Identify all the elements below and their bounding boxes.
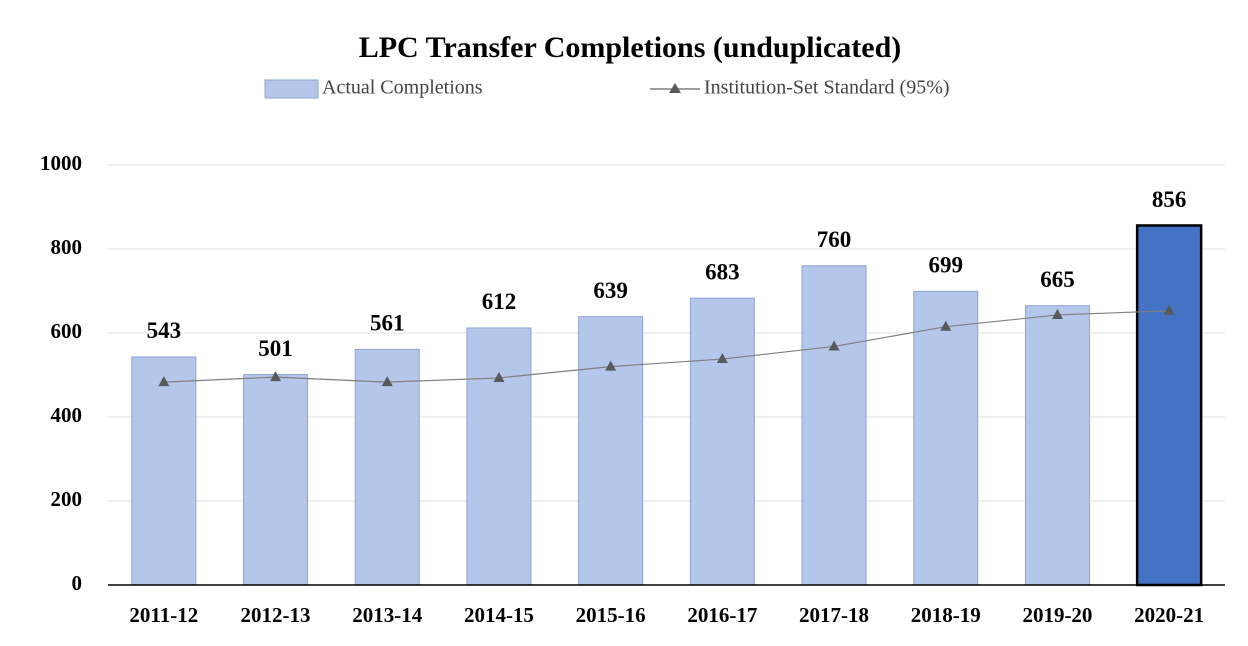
line-marker — [1051, 308, 1063, 319]
bar — [578, 316, 644, 586]
bar — [131, 356, 197, 586]
line-marker — [270, 371, 282, 382]
line-marker — [1163, 304, 1175, 315]
x-tick-label: 2015-16 — [576, 603, 646, 627]
y-tick-label: 600 — [51, 319, 83, 343]
bar — [1024, 305, 1090, 586]
line-marker — [158, 376, 170, 387]
chart-title: LPC Transfer Completions (unduplicated) — [359, 31, 902, 64]
legend-marker — [669, 83, 681, 93]
x-tick-label: 2013-14 — [352, 603, 422, 627]
data-label: 760 — [817, 227, 852, 252]
bar — [466, 327, 532, 586]
line-marker — [828, 340, 840, 351]
bar — [1135, 224, 1203, 587]
legend-swatch — [264, 79, 319, 99]
x-tick-label: 2014-15 — [464, 603, 534, 627]
y-tick-label: 800 — [51, 235, 83, 259]
y-tick-label: 1000 — [40, 151, 82, 175]
x-tick-label: 2016-17 — [687, 603, 757, 627]
line-marker — [716, 353, 728, 364]
y-tick-label: 200 — [51, 487, 83, 511]
y-tick-label: 0 — [72, 571, 83, 595]
bar — [913, 290, 979, 586]
x-tick-label: 2019-20 — [1022, 603, 1092, 627]
legend-label: Actual Completions — [322, 77, 483, 99]
line-marker — [940, 320, 952, 331]
x-tick-label: 2017-18 — [799, 603, 869, 627]
data-label: 543 — [147, 318, 182, 343]
data-label: 683 — [705, 259, 740, 284]
data-label: 639 — [593, 278, 628, 303]
data-label: 501 — [258, 336, 293, 361]
data-label: 856 — [1152, 187, 1187, 212]
bar — [689, 297, 755, 586]
line — [163, 310, 1170, 383]
y-tick-label: 400 — [51, 403, 83, 427]
data-label: 561 — [370, 311, 405, 336]
legend-label: Institution-Set Standard (95%) — [704, 77, 950, 99]
line-marker — [605, 360, 617, 371]
data-label: 699 — [929, 253, 964, 278]
x-tick-label: 2011-12 — [129, 603, 198, 627]
line-marker — [381, 376, 393, 387]
bar — [243, 374, 309, 586]
x-tick-label: 2018-19 — [911, 603, 981, 627]
bar — [801, 265, 867, 586]
x-tick-label: 2012-13 — [241, 603, 311, 627]
x-tick-label: 2020-21 — [1134, 603, 1204, 627]
data-label: 665 — [1040, 267, 1075, 292]
line-marker — [493, 371, 505, 382]
data-label: 612 — [482, 289, 517, 314]
